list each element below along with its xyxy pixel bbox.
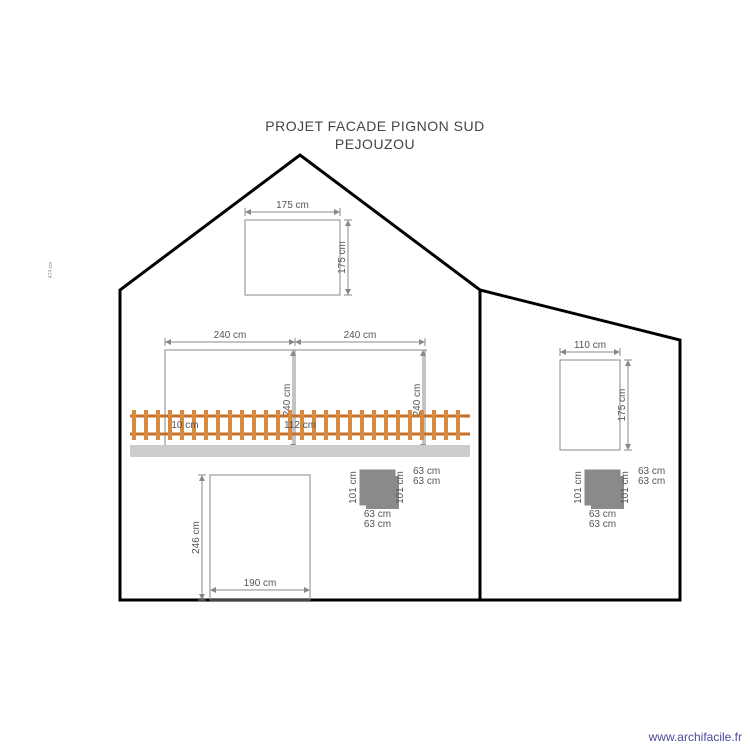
svg-text:240 cm: 240 cm: [214, 330, 247, 341]
svg-text:240 cm: 240 cm: [344, 330, 377, 341]
svg-text:101 cm: 101 cm: [620, 471, 631, 504]
svg-text:175 cm: 175 cm: [617, 389, 628, 422]
annex-upper-window: [560, 360, 620, 450]
annex-small-window: [585, 470, 620, 505]
building-outline: [120, 155, 680, 600]
svg-text:110 cm: 110 cm: [574, 340, 606, 351]
drawing-title-2: PEJOUZOU: [0, 136, 750, 152]
drawing-title-1: PROJET FACADE PIGNON SUD: [0, 118, 750, 134]
svg-text:10 cm: 10 cm: [171, 420, 198, 431]
svg-text:175 cm: 175 cm: [337, 241, 348, 274]
svg-text:63 cm: 63 cm: [589, 519, 616, 530]
svg-text:474 cm: 474 cm: [48, 262, 54, 278]
gable-window: [245, 220, 340, 295]
watermark-link[interactable]: www.archifacile.fr: [649, 730, 742, 744]
svg-text:101 cm: 101 cm: [395, 471, 406, 504]
svg-text:63 cm: 63 cm: [413, 476, 440, 487]
svg-text:63 cm: 63 cm: [638, 476, 665, 487]
svg-text:101 cm: 101 cm: [573, 471, 584, 504]
svg-text:101 cm: 101 cm: [348, 471, 359, 504]
facade-drawing: 474 cm175 cm175 cm240 cm240 cm240 cm240 …: [0, 0, 750, 750]
main-small-window: [360, 470, 395, 505]
svg-text:246 cm: 246 cm: [191, 521, 202, 554]
svg-text:112 cm: 112 cm: [284, 420, 316, 431]
svg-text:190 cm: 190 cm: [244, 578, 277, 589]
floor-slab: [130, 445, 470, 457]
svg-text:175 cm: 175 cm: [276, 200, 309, 211]
svg-text:63 cm: 63 cm: [364, 519, 391, 530]
